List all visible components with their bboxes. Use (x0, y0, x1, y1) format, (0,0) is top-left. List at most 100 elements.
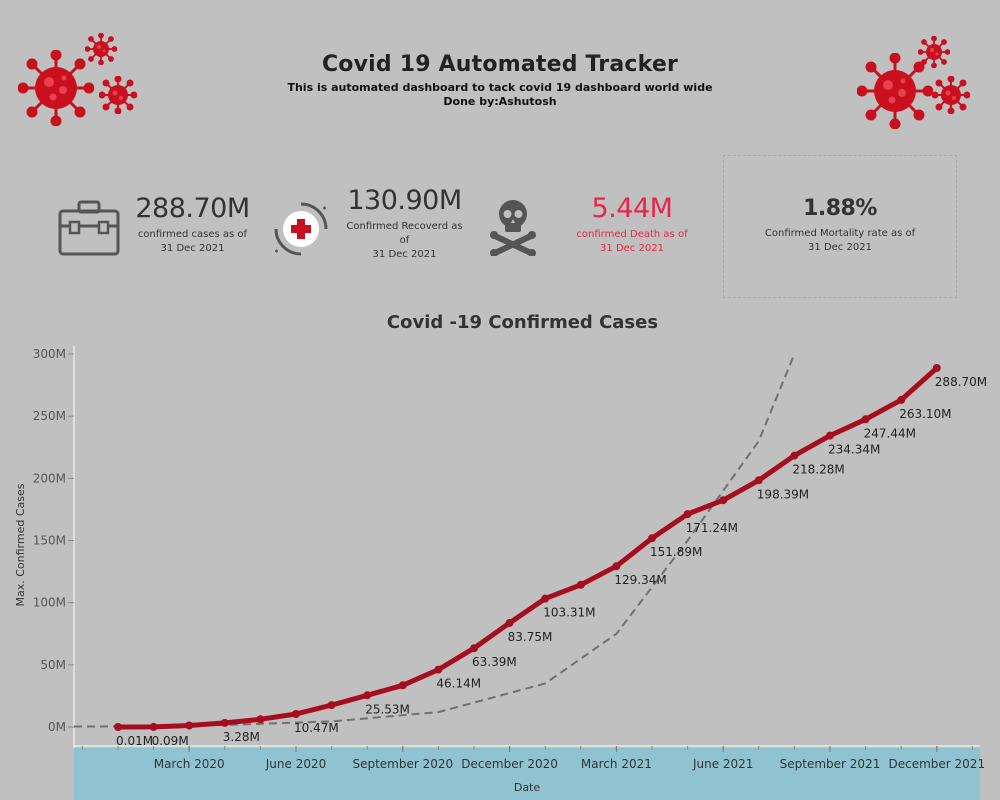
kpi-deaths-label: confirmed Death as of 31 Dec 2021 (562, 228, 702, 256)
medical-kit-icon (58, 200, 120, 256)
kpi-recovered-label-line-1: Confirmed Recoverd as (346, 221, 463, 232)
data-point (576, 580, 585, 589)
dashboard-header: Covid 19 Automated Tracker This is autom… (0, 52, 1000, 109)
kpi-deaths-label-line-2: 31 Dec 2021 (600, 243, 664, 254)
data-label: 25.53M (365, 702, 410, 716)
x-tick-label: December 2020 (461, 757, 558, 771)
data-label: 129.34M (614, 573, 666, 587)
kpi-confirmed-value: 288.70M (135, 193, 250, 224)
data-label: 10.47M (294, 721, 339, 735)
virus-icon (18, 50, 94, 126)
data-point (861, 415, 870, 424)
recovery-cross-icon (274, 202, 328, 256)
data-label: 0.01M (116, 734, 153, 748)
y-tick-label: 250M (33, 409, 66, 423)
data-point (897, 395, 906, 404)
series-line (115, 365, 940, 730)
data-label: 234.34M (828, 443, 880, 457)
data-point (114, 723, 122, 731)
kpi-mortality-box (723, 155, 957, 298)
dashboard-subtitle: This is automated dashboard to tack covi… (0, 81, 1000, 109)
data-label: 171.24M (686, 521, 738, 535)
subtitle-line-2: Done by:Ashutosh (443, 95, 557, 108)
data-label: 0.09M (152, 734, 189, 748)
kpi-recovered-label-line-2: of (399, 235, 410, 246)
y-tick-label: 300M (33, 347, 66, 361)
virus-icon (85, 33, 117, 65)
data-point (719, 496, 728, 505)
data-point (648, 534, 656, 543)
x-tick-label: June 2021 (692, 757, 754, 771)
kpi-deaths: 5.44M confirmed Death as of 31 Dec 2021 (562, 193, 702, 256)
virus-icon (99, 76, 137, 114)
x-tick-label: December 2021 (889, 757, 986, 771)
kpi-confirmed-cases: 288.70M confirmed cases as of 31 Dec 202… (125, 193, 260, 256)
data-point (292, 710, 300, 718)
skull-crossbones-icon (490, 200, 536, 256)
kpi-recovered-label: Confirmed Recoverd as of 31 Dec 2021 (337, 220, 472, 262)
data-label: 288.70M (935, 375, 987, 389)
data-label: 83.75M (508, 630, 553, 644)
data-label: 247.44M (864, 426, 916, 440)
data-point (505, 618, 514, 627)
x-tick-label: September 2021 (780, 757, 881, 771)
kpi-mortality-rate: 1.88% Confirmed Mortality rate as of 31 … (733, 196, 947, 255)
data-label: 3.28M (223, 730, 260, 744)
kpi-recovered-value: 130.90M (347, 185, 462, 216)
dashboard-title: Covid 19 Automated Tracker (321, 52, 679, 77)
data-label: 263.10M (899, 407, 951, 421)
data-point (470, 644, 478, 653)
data-point (327, 701, 336, 710)
data-point (363, 691, 372, 700)
x-tick-label: September 2020 (352, 757, 453, 771)
kpi-mortality-label-line-2: 31 Dec 2021 (808, 242, 872, 253)
y-tick-label: 100M (33, 596, 66, 610)
data-label: 218.28M (792, 463, 844, 477)
subtitle-line-1: This is automated dashboard to tack covi… (287, 81, 713, 94)
kpi-mortality-label-line-1: Confirmed Mortality rate as of (764, 228, 916, 239)
data-label: 198.39M (757, 487, 809, 501)
x-tick-label: June 2020 (265, 757, 327, 771)
x-axis-band (74, 748, 980, 800)
y-tick-label: 0M (48, 720, 66, 734)
data-point (932, 364, 941, 372)
data-point (683, 510, 692, 519)
kpi-mortality-label: Confirmed Mortality rate as of 31 Dec 20… (733, 227, 947, 255)
y-axis-title: Max. Confirmed Cases (14, 483, 27, 606)
data-point (149, 722, 158, 731)
chart-title: Covid -19 Confirmed Cases (386, 312, 659, 333)
kpi-confirmed-label-line-2: 31 Dec 2021 (160, 243, 225, 254)
data-label: 63.39M (472, 655, 517, 669)
data-point (754, 476, 763, 485)
series-points (114, 364, 941, 731)
virus-icon (857, 53, 933, 129)
data-point (612, 562, 621, 571)
data-point (826, 431, 834, 440)
kpi-deaths-value: 5.44M (591, 193, 673, 224)
kpi-recovered-label-line-3: 31 Dec 2021 (372, 249, 437, 260)
x-tick-label: March 2021 (581, 757, 652, 771)
y-axis-ticks: 0M 50M 100M 150M 200M 250M 300M (33, 347, 74, 734)
data-point (185, 721, 194, 730)
kpi-recovered: 130.90M Confirmed Recoverd as of 31 Dec … (337, 185, 472, 262)
kpi-deaths-label-line-1: confirmed Death as of (576, 229, 688, 240)
y-tick-label: 200M (33, 471, 66, 485)
kpi-confirmed-label-line-1: confirmed cases as of (137, 229, 248, 240)
virus-icon (932, 76, 970, 114)
y-tick-label: 150M (33, 534, 66, 548)
data-label: 151.89M (650, 545, 702, 559)
x-axis-ticks: March 2020 June 2020 September 2020 Decembe… (81, 746, 986, 771)
data-point (790, 451, 799, 460)
data-point (220, 718, 229, 727)
data-label: 103.31M (543, 606, 595, 620)
x-axis-title: Date (514, 781, 541, 794)
virus-icon (918, 36, 950, 68)
kpi-confirmed-label: confirmed cases as of 31 Dec 2021 (125, 228, 260, 256)
data-point (434, 665, 443, 674)
series-line-path (115, 365, 940, 730)
x-tick-label: March 2020 (154, 757, 225, 771)
data-label: 46.14M (436, 677, 481, 691)
y-tick-label: 50M (40, 658, 66, 672)
